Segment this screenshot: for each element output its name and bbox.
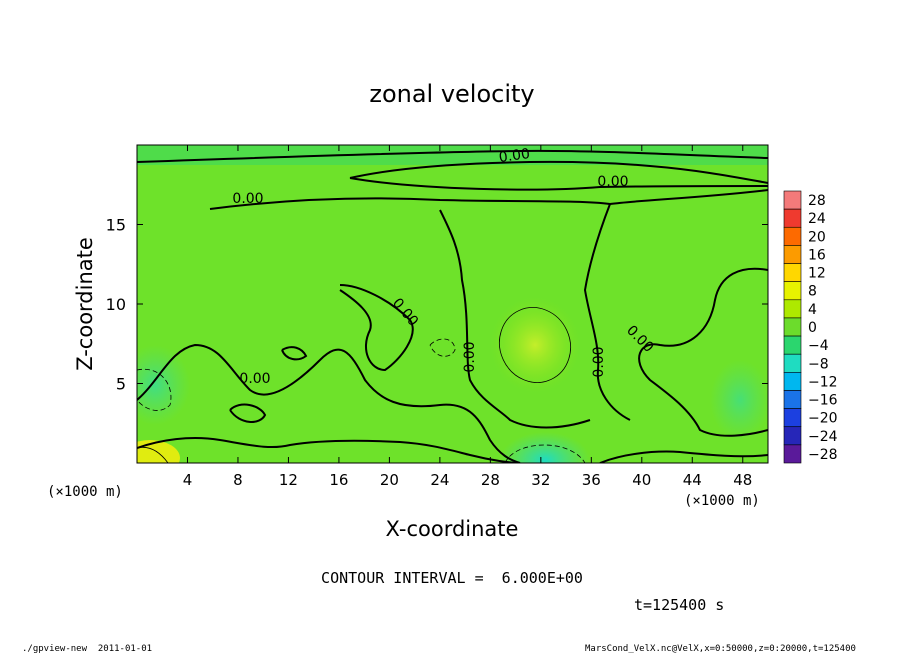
colorbar-swatch: [783, 408, 802, 428]
x-axis-title: X-coordinate: [386, 517, 519, 541]
footer-right: MarsCond_VelX.nc@VelX,x=0:50000,z=0:2000…: [585, 644, 856, 654]
x-tick-label: 48: [733, 471, 752, 489]
contour-upper: [209, 189, 768, 210]
colorbar-swatch: [783, 245, 802, 264]
negative-core-bottom: [500, 432, 590, 463]
contour-thin-lines: [137, 307, 571, 463]
contour-band-top: [349, 161, 768, 184]
contour-label: 0.00: [232, 191, 263, 207]
y-tick-label: 5: [116, 375, 126, 394]
colorbar-label: 0: [808, 320, 817, 336]
colorbar-label: 4: [808, 302, 817, 318]
plot-area: 0.000.000.000.000.000.00 0.000.00: [137, 145, 768, 463]
positive-core: [490, 297, 580, 393]
upper-band: [137, 145, 768, 165]
positive-corner: [137, 440, 180, 463]
x-tick-label: 44: [683, 471, 702, 489]
x-tick-label: 32: [531, 471, 550, 489]
contour-lobe: [339, 284, 414, 372]
x-unit-left: (×1000 m): [47, 484, 123, 500]
colorbar-label: 28: [808, 193, 826, 209]
colorbar-label: 16: [808, 247, 826, 263]
colorbar-label: −16: [808, 393, 838, 409]
x-unit-right: (×1000 m): [684, 493, 760, 509]
contour-band-mid: [349, 177, 768, 191]
contour-islet-1: [229, 403, 267, 423]
x-tick-label: 8: [233, 471, 243, 489]
x-axis: 4 8 12 16 20 24 28 32 36 40 44 48: [183, 145, 752, 489]
colorbar-swatch: [783, 190, 802, 210]
contour-left-region: [137, 343, 521, 463]
colorbar-label: −24: [808, 429, 838, 445]
contour-label: 0.00: [462, 341, 478, 372]
contour-interval-text: CONTOUR INTERVAL = 6.000E+00: [321, 569, 583, 587]
contour-right-region: [638, 267, 768, 437]
colorbar-swatch: [783, 426, 802, 446]
colorbar-swatch: [783, 353, 802, 373]
footer-left: ./gpview-new 2011-01-01: [22, 644, 152, 654]
contour-divide-right: [583, 203, 631, 421]
y-axis-title: Z-coordinate: [73, 237, 97, 371]
contour-negative-bottom: [504, 444, 586, 463]
y-axis: 5 10 15: [106, 216, 768, 394]
x-tick-label: 40: [632, 471, 651, 489]
colorbar-label: 20: [808, 229, 826, 245]
contour-top: [137, 149, 768, 163]
contour-label: 0.00: [597, 174, 628, 190]
colorbar-swatch: [783, 299, 802, 319]
colorbar-label: 24: [808, 211, 826, 227]
y-tick-label: 15: [106, 216, 126, 235]
contour-negative-mid: [429, 338, 456, 357]
contour-label: 0.00: [498, 146, 531, 166]
contour-divide-left: [439, 209, 591, 429]
colorbar-label: 8: [808, 284, 817, 300]
x-tick-label: 28: [481, 471, 500, 489]
colorbar-swatch: [783, 390, 802, 409]
colorbar-swatch: [783, 372, 802, 391]
contour-bottom: [137, 437, 768, 463]
contour-dashed-lines: [137, 338, 586, 463]
colorbar-label: −4: [808, 338, 829, 354]
colorbar-label: −8: [808, 356, 829, 372]
x-tick-label: 12: [279, 471, 298, 489]
colorbar-label: 12: [808, 266, 826, 282]
x-tick-label: 36: [582, 471, 601, 489]
colorbar-swatch: [783, 444, 802, 464]
x-tick-label: 16: [329, 471, 348, 489]
contour-islet-2: [281, 346, 308, 361]
negative-right: [710, 360, 768, 440]
contour-label: 0.00: [239, 371, 270, 387]
chart-title: zonal velocity: [369, 80, 534, 108]
contour-zero-lines: [137, 149, 768, 463]
negative-core-left: [137, 345, 190, 425]
colorbar-swatch: [783, 263, 802, 282]
contour-label-layer: 0.000.000.000.000.000.00 0.000.00: [232, 146, 656, 387]
contour-negative-left: [137, 368, 172, 411]
colorbar-swatch: [783, 335, 802, 355]
x-tick-label: 24: [430, 471, 449, 489]
y-tick-label: 10: [106, 295, 126, 314]
colorbar-swatch: [783, 226, 802, 246]
contour-positive-6: [499, 307, 571, 383]
colorbar-label: −20: [808, 411, 838, 427]
time-text: t=125400 s: [634, 596, 724, 614]
field-background: [137, 145, 768, 463]
colorbar-swatch: [783, 208, 802, 228]
x-tick-label: 4: [183, 471, 193, 489]
colorbar-swatch: [783, 281, 802, 301]
colorbar-label: −12: [808, 374, 838, 390]
x-tick-label: 20: [380, 471, 399, 489]
colorbar-swatch: [783, 317, 802, 337]
contour-label: 0.00: [591, 346, 607, 377]
contour-corner-positive: [137, 446, 169, 463]
colorbar-label: −28: [808, 447, 838, 463]
colorbar: 28 24 20 16 12 8 4 0 −4 −8 −12 −16 −20 −24 −28: [783, 190, 838, 464]
